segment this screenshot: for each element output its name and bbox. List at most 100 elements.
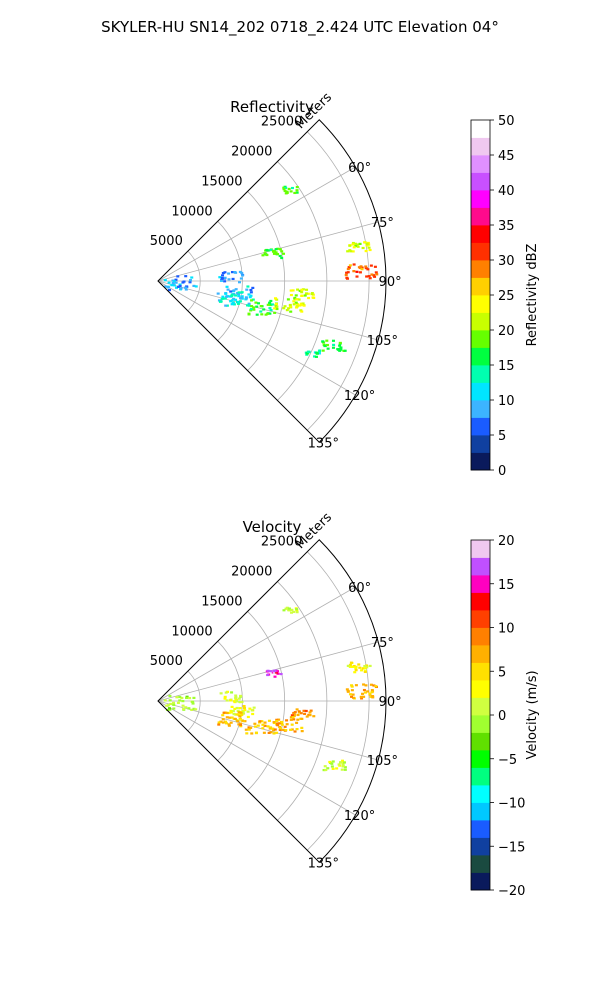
reflectivity-echo-cell	[218, 276, 222, 279]
velocity-echo-cell	[341, 764, 345, 767]
reflectivity-echo-cell	[299, 309, 303, 312]
velocity-echo-cell	[275, 719, 279, 723]
reflectivity-echo-cell	[255, 305, 259, 308]
velocity-colorbar-segment	[471, 802, 490, 821]
velocity-echo-cell	[348, 663, 352, 666]
reflectivity-echo-cell	[367, 246, 371, 249]
velocity-echo-cell	[340, 759, 344, 762]
reflectivity-echo-cell	[289, 289, 293, 292]
reflectivity-echo-cell	[363, 241, 367, 244]
velocity-echo-cell	[224, 722, 228, 725]
reflectivity-echo-cell	[249, 309, 253, 312]
reflectivity-echo-cell	[239, 277, 243, 280]
velocity-colorbar-segment	[471, 627, 490, 646]
reflectivity-echo-cell	[274, 297, 278, 300]
reflectivity-echo-cell	[262, 308, 266, 311]
reflectivity-echo-cell	[321, 340, 325, 343]
reflectivity-colorbar-segment	[471, 330, 490, 348]
reflectivity-echo-cell	[374, 271, 378, 274]
velocity-range-tick-label: 5000	[150, 654, 183, 669]
velocity-echo-cell	[343, 761, 347, 764]
velocity-azimuth-gridline-120	[157, 700, 356, 816]
velocity-echo-cell	[219, 720, 223, 723]
velocity-echo-cell	[235, 700, 239, 703]
velocity-echo-cell	[268, 670, 272, 673]
velocity-echo-cell	[370, 691, 374, 694]
velocity-echo-cell	[293, 711, 297, 714]
reflectivity-echo-cell	[228, 295, 232, 298]
reflectivity-echo-cell	[361, 246, 365, 250]
reflectivity-colorbar-tick-label: 35	[498, 219, 515, 234]
reflectivity-echo-cell	[224, 304, 228, 307]
reflectivity-echo-cell	[255, 313, 259, 316]
velocity-echo-cell	[331, 767, 335, 770]
reflectivity-echo-cell	[240, 291, 244, 294]
reflectivity-echo-cell	[305, 288, 309, 291]
reflectivity-echo-cell	[300, 310, 304, 313]
velocity-echo-cell	[253, 722, 257, 725]
reflectivity-echo-cell	[174, 286, 178, 289]
reflectivity-echo-cell	[339, 346, 343, 349]
velocity-echo-cell	[292, 713, 296, 716]
velocity-colorbar-tick-label: 10	[498, 622, 515, 637]
velocity-echo-cell	[361, 667, 365, 670]
reflectivity-echo-cell	[282, 252, 286, 255]
velocity-echo-cell	[230, 716, 234, 719]
reflectivity-echo-cell	[179, 287, 183, 290]
reflectivity-echo-cell	[289, 293, 293, 297]
velocity-panel: Velocity 500010000150002000025000Meters6…	[150, 510, 540, 899]
reflectivity-echo-cell	[176, 275, 180, 278]
velocity-echo-cell	[352, 696, 356, 699]
velocity-echo-cell	[296, 718, 300, 721]
reflectivity-colorbar-tick-label: 20	[498, 324, 515, 339]
velocity-echo-cell	[175, 696, 179, 699]
reflectivity-echo-cell	[280, 250, 284, 253]
velocity-echo-cell	[240, 700, 244, 704]
velocity-echo-cell	[237, 697, 241, 700]
reflectivity-echo-cell	[220, 297, 224, 300]
reflectivity-echo-cell	[266, 303, 270, 306]
reflectivity-echo-cell	[223, 271, 227, 274]
reflectivity-echo-cell	[364, 249, 368, 253]
reflectivity-echo-cell	[272, 252, 276, 255]
reflectivity-echo-cell	[266, 312, 270, 315]
velocity-colorbar-segment	[471, 662, 490, 681]
velocity-echo-cell	[276, 724, 280, 727]
velocity-echo-cell	[280, 723, 284, 726]
velocity-colorbar-tick-label: 20	[498, 534, 515, 549]
velocity-echo-cell	[305, 715, 309, 718]
reflectivity-echo-cell	[352, 246, 356, 249]
velocity-echo-cell	[165, 704, 169, 707]
velocity-colorbar-tick-label: −15	[498, 840, 525, 855]
reflectivity-colorbar-segment	[471, 347, 490, 366]
reflectivity-echo-cell	[331, 339, 335, 342]
velocity-echo-cell	[351, 693, 355, 696]
reflectivity-echo-cell	[232, 297, 236, 300]
reflectivity-echo-cell	[259, 310, 263, 313]
reflectivity-echo-cell	[375, 273, 379, 276]
velocity-echo-cell	[358, 666, 362, 669]
reflectivity-echo-cell	[358, 266, 362, 270]
reflectivity-echo-cell	[317, 352, 321, 355]
reflectivity-echo-cell	[344, 273, 348, 277]
reflectivity-echo-cell	[351, 243, 355, 246]
velocity-azimuth-tick-label: 90°	[379, 695, 402, 710]
reflectivity-echo-cell	[174, 278, 178, 281]
reflectivity-echo-cell	[237, 300, 241, 303]
velocity-echo-cell	[225, 711, 229, 715]
velocity-echo-cell	[272, 669, 276, 672]
velocity-echo-cell	[243, 720, 247, 723]
reflectivity-echo-cell	[346, 271, 350, 274]
reflectivity-echo-cell	[358, 271, 362, 274]
velocity-echo-cell	[279, 672, 283, 676]
velocity-colorbar-segment	[471, 872, 490, 891]
reflectivity-echo-cell	[229, 300, 233, 303]
velocity-echo-cell	[290, 608, 294, 611]
velocity-echo-cell	[178, 695, 182, 699]
reflectivity-echo-cell	[238, 281, 242, 284]
reflectivity-echo-cell	[338, 349, 342, 352]
reflectivity-echo-cell	[313, 355, 317, 358]
velocity-echo-cell	[374, 685, 378, 688]
velocity-echo-cell	[371, 696, 375, 699]
reflectivity-echo-cell	[366, 268, 370, 271]
